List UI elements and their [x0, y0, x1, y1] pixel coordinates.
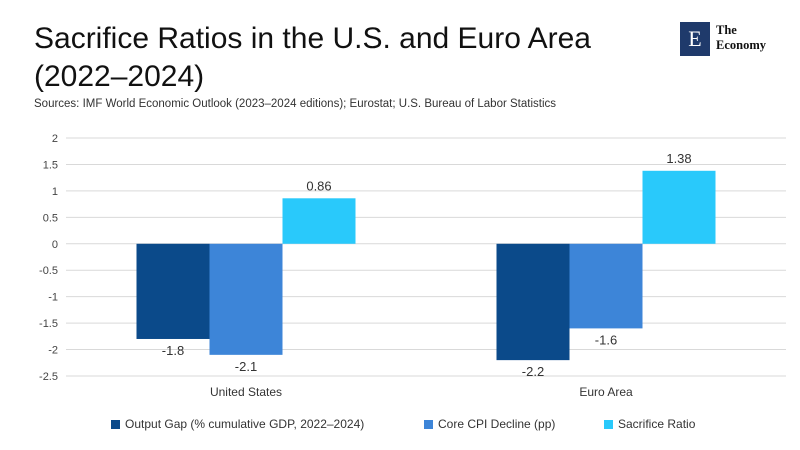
logo-line-1: The [716, 23, 737, 37]
bar [569, 243, 643, 329]
chart-sources: Sources: IMF World Economic Outlook (202… [34, 98, 557, 110]
y-tick-label: -0.5 [39, 265, 58, 277]
data-label: -2.1 [235, 359, 257, 374]
logo-letter-icon: E [680, 22, 710, 56]
bar [209, 243, 283, 355]
bar [496, 243, 570, 361]
y-tick-label: 0.5 [43, 212, 58, 224]
x-category-label: United States [210, 385, 282, 399]
data-label: 1.38 [666, 151, 691, 166]
chart-legend: Output Gap (% cumulative GDP, 2022–2024)… [0, 414, 800, 434]
data-label: -1.6 [595, 332, 617, 347]
publisher-logo: E The Economy [680, 22, 790, 58]
logo-wordmark: The Economy [716, 23, 796, 53]
bar [642, 170, 716, 244]
y-tick-label: -1 [48, 292, 58, 304]
y-tick-label: -1.5 [39, 318, 58, 330]
legend-label: Output Gap (% cumulative GDP, 2022–2024) [125, 417, 365, 431]
bar-chart: 2 1.5 1 0.5 0 -0.5 -1 -1.5 -2 -2.5 -1.8 -2.1 0.86 Uni… [39, 133, 786, 399]
logo-line-2: Economy [716, 38, 766, 52]
data-label: 0.86 [306, 178, 331, 193]
legend-swatch [424, 420, 433, 429]
x-category-label: Euro Area [579, 385, 633, 399]
legend-item: Core CPI Decline (pp) [424, 414, 555, 434]
bar [136, 243, 210, 339]
y-tick-label: -2 [48, 345, 58, 357]
y-tick-label: -2.5 [39, 371, 58, 383]
bar [282, 198, 356, 244]
legend-item: Output Gap (% cumulative GDP, 2022–2024) [111, 414, 364, 434]
y-tick-label: 1 [52, 186, 58, 198]
legend-label: Core CPI Decline (pp) [438, 417, 556, 431]
y-tick-label: 0 [52, 239, 58, 251]
legend-label: Sacrifice Ratio [618, 417, 696, 431]
legend-item: Sacrifice Ratio [604, 414, 695, 434]
legend-swatch [604, 420, 613, 429]
legend-swatch [111, 420, 120, 429]
data-label: -2.2 [522, 364, 544, 379]
y-tick-label: 2 [52, 133, 58, 145]
y-tick-label: 1.5 [43, 159, 58, 171]
data-label: -1.8 [162, 343, 184, 358]
chart-title: Sacrifice Ratios in the U.S. and Euro Ar… [34, 22, 591, 93]
